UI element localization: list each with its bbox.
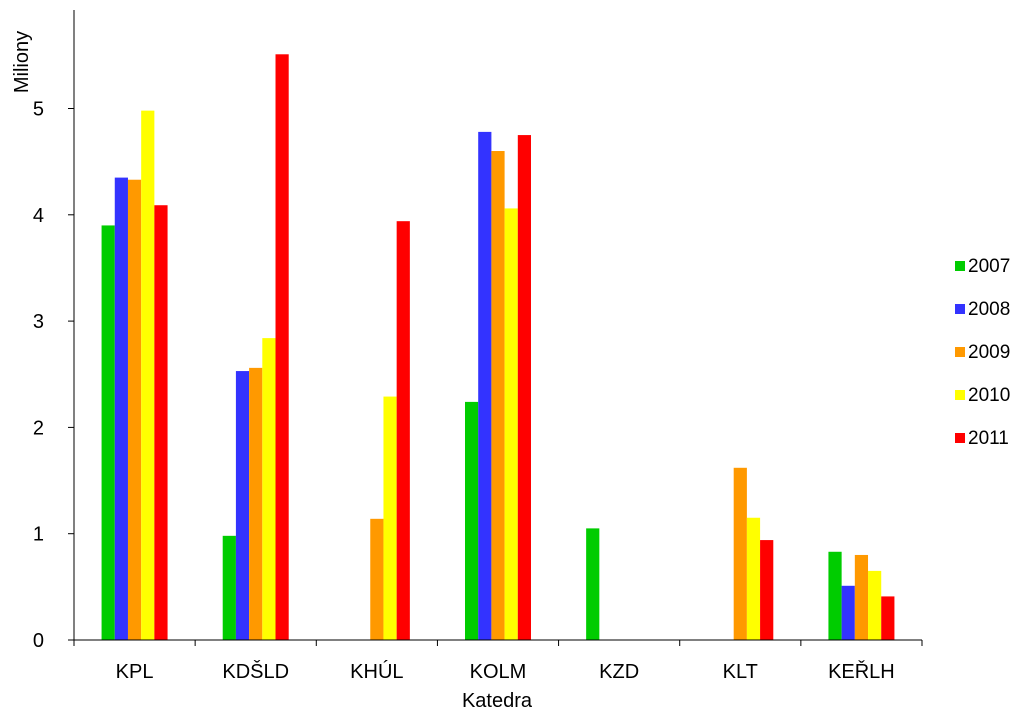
legend-swatch [955,433,965,443]
bar [141,110,155,640]
bar [841,585,855,640]
y-tick-label: 3 [33,311,44,333]
y-tick-label: 2 [33,417,44,439]
x-tick-label: KPL [116,661,154,683]
bar [854,554,869,640]
legend-label: 2007 [968,256,1010,277]
bar [114,177,128,640]
x-tick-label: KHÚL [350,660,403,683]
y-tick-label: 0 [33,630,44,652]
legend-swatch [955,347,965,357]
legend-swatch [955,390,965,400]
bar [733,467,747,640]
bar [383,396,397,640]
y-ticks: 0 1 2 3 4 5 [33,99,74,652]
bar [222,535,236,640]
x-ticks: KPL KDŠLD KHÚL KOLM KZD KLT KEŘLH [73,640,923,683]
legend: 2007 2008 2009 2010 2011 [955,256,1010,449]
x-axis-label: Katedra [462,690,533,711]
bar [154,205,168,641]
x-tick-label: KDŠLD [222,660,289,683]
bar [746,517,761,640]
bar [249,367,263,640]
legend-swatch [955,261,965,271]
legend-label: 2008 [968,299,1010,320]
bar [127,179,142,640]
bar [465,401,479,640]
legend-label: 2009 [968,342,1010,363]
legend-label: 2011 [968,428,1009,449]
x-tick-label: KLT [723,661,758,683]
y-tick-label: 5 [33,99,44,121]
bar [235,371,250,640]
bar [760,540,774,640]
bar [828,551,842,640]
bar [586,528,600,640]
bar [517,135,531,640]
bar [478,131,492,640]
legend-swatch [955,304,965,314]
bar [868,570,882,640]
y-tick-label: 1 [33,524,44,546]
legend-label: 2010 [968,385,1010,406]
y-tick-label: 4 [33,205,44,227]
bar [262,338,276,640]
bar [504,208,518,641]
bar [275,54,289,641]
bar [370,518,384,640]
y-axis-label: Miliony [11,31,33,93]
bar [101,225,115,640]
bars-layer [101,54,895,641]
x-tick-label: KEŘLH [828,660,895,683]
x-tick-label: KZD [599,661,639,683]
x-tick-label: KOLM [470,661,527,683]
bar [881,596,895,640]
bar [491,151,505,640]
bar [396,221,410,640]
